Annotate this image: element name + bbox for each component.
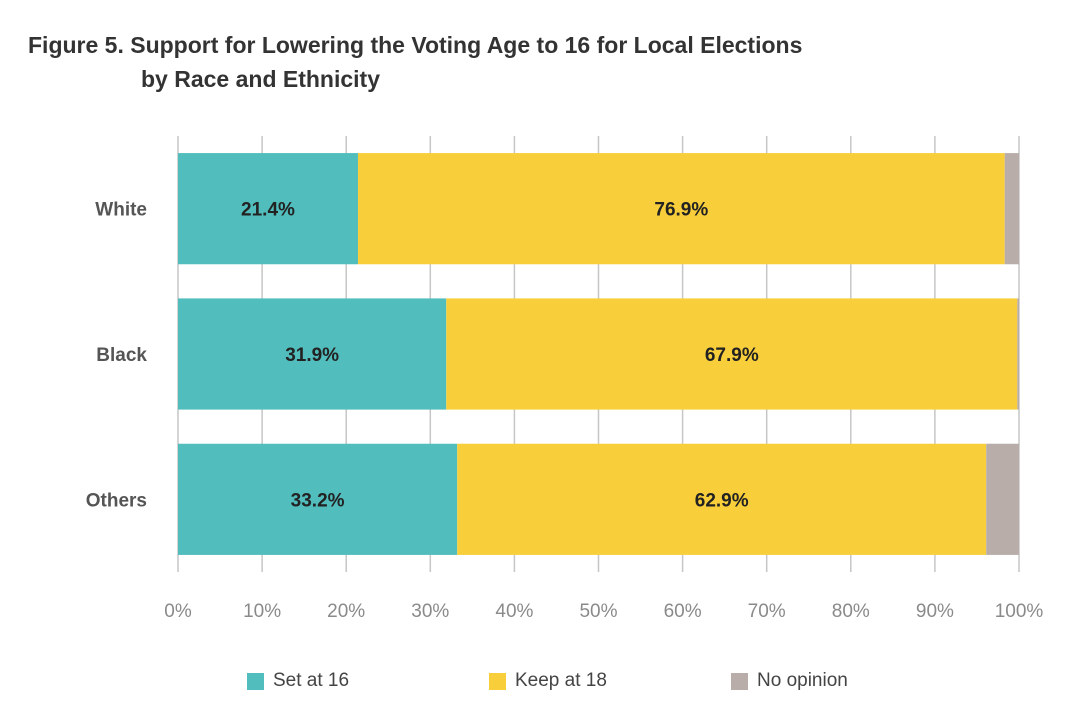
x-tick-label: 80% — [832, 601, 870, 622]
x-tick-label: 30% — [411, 601, 449, 622]
chart-title: Figure 5. Support for Lowering the Votin… — [28, 28, 802, 96]
bar-set-at-16-black — [178, 298, 447, 410]
chart-title-line1: Figure 5. Support for Lowering the Votin… — [28, 32, 803, 58]
legend-swatch-no-opinion — [731, 672, 748, 690]
data-label: 76.9% — [654, 200, 708, 221]
x-tick-label: 40% — [495, 601, 533, 622]
bar-set-at-16-others — [178, 443, 458, 555]
bar-keep-at-18-others — [457, 443, 987, 555]
bar-set-at-16-white — [178, 153, 358, 265]
x-tick-label: 10% — [243, 601, 281, 622]
data-label: 67.9% — [705, 345, 759, 366]
legend-item-keep-at-18: Keep at 18 — [489, 670, 607, 692]
x-tick-label: 50% — [579, 601, 617, 622]
chart-legend: Set at 16 Keep at 18 No opinion — [0, 670, 1070, 698]
bar-no-opinion-white — [1004, 153, 1019, 265]
x-tick-label: 60% — [664, 601, 702, 622]
legend-label-set-at-16: Set at 16 — [273, 670, 350, 691]
legend-item-set-at-16: Set at 16 — [247, 670, 349, 692]
category-label: Others — [86, 490, 147, 511]
legend-swatch-set-at-16 — [247, 672, 264, 690]
category-label: Black — [96, 345, 147, 366]
bar-no-opinion-others — [986, 443, 1019, 555]
data-label: 31.9% — [285, 345, 339, 366]
category-label: White — [95, 200, 147, 221]
x-tick-label: 70% — [748, 601, 786, 622]
legend-item-no-opinion: No opinion — [731, 670, 848, 692]
x-tick-label: 90% — [916, 601, 954, 622]
bar-keep-at-18-black — [446, 298, 1018, 410]
x-tick-label: 20% — [327, 601, 365, 622]
legend-label-keep-at-18: Keep at 18 — [515, 670, 607, 691]
data-label: 62.9% — [695, 490, 749, 511]
x-tick-label: 0% — [164, 601, 192, 622]
legend-label-no-opinion: No opinion — [757, 670, 848, 691]
bar-keep-at-18-white — [357, 153, 1005, 265]
x-tick-label: 100% — [995, 601, 1044, 622]
chart-title-line2: by Race and Ethnicity — [141, 66, 381, 92]
bar-no-opinion-black — [1017, 298, 1019, 410]
legend-swatch-keep-at-18 — [489, 672, 506, 690]
data-label: 33.2% — [291, 490, 345, 511]
data-label: 21.4% — [241, 200, 295, 221]
